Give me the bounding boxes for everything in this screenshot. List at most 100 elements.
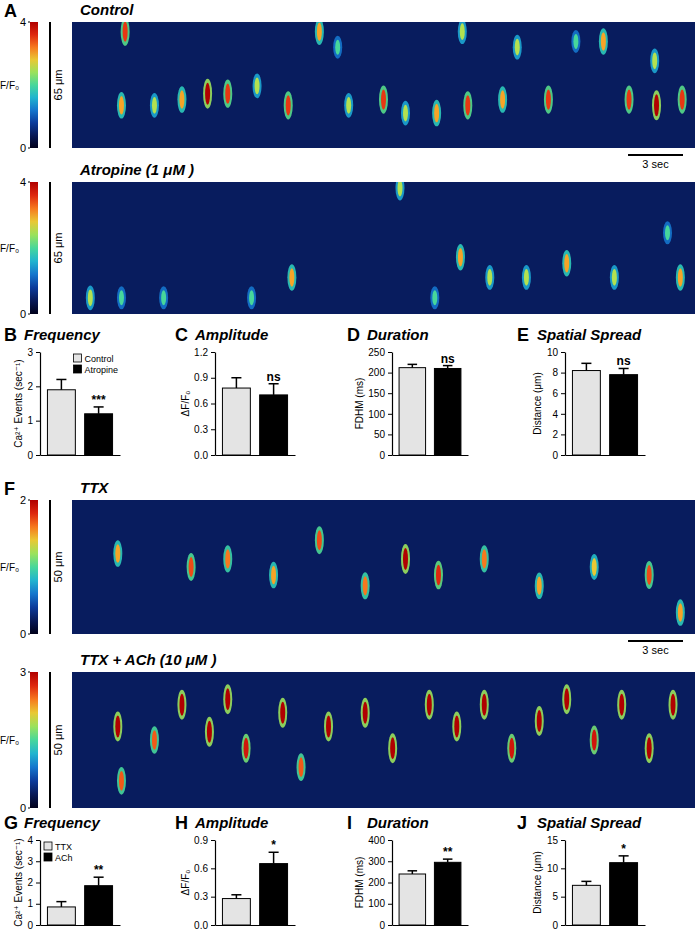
scale-bar-space (49, 22, 51, 148)
event-halo (535, 706, 544, 736)
y-tick: 100 (368, 898, 392, 909)
panel-title: Atropine (1 μM ) (79, 161, 194, 178)
y-tick-mark (36, 421, 40, 422)
event-halo (113, 540, 122, 567)
event (317, 530, 322, 550)
bar-panel: CAmplitudens0.00.30.60.91.2ΔF/F₀ (175, 325, 296, 461)
y-tick-mark (211, 868, 215, 869)
event (189, 557, 194, 577)
panel-title: Control (80, 1, 134, 18)
y-tick: 0.9 (194, 372, 215, 383)
plot: **01234Ca²⁺ Events (sec⁻¹)TTXACh (13, 835, 121, 931)
y-tick-label: 2 (27, 877, 33, 888)
y-tick: 0 (379, 450, 392, 461)
x-axis-line (41, 925, 121, 926)
y-tick: 200 (368, 877, 392, 888)
y-tick-label: 0.3 (194, 891, 208, 902)
event-halo (269, 562, 278, 589)
y-tick-label: 0.9 (194, 835, 208, 846)
event-halo (590, 725, 599, 754)
error-bar (623, 856, 625, 863)
event-halo (333, 36, 342, 59)
scale-bar-time (628, 640, 683, 642)
event-halo (652, 90, 661, 120)
event-halo (562, 684, 571, 714)
colorbar-tick (28, 182, 30, 183)
y-axis-title: FDHM (ms) (354, 378, 365, 430)
event-halo (480, 690, 489, 720)
panel-title: Frequency (24, 326, 101, 343)
y-axis: 0123 (27, 347, 40, 461)
significance: ns (617, 354, 631, 368)
bar (399, 368, 426, 455)
y-tick-label: 4 (27, 835, 33, 846)
event (123, 22, 128, 42)
x-axis-line (566, 455, 646, 456)
event-halo (522, 265, 531, 290)
event-halo (344, 93, 353, 118)
y-tick-mark (388, 840, 392, 841)
y-tick: 0 (27, 920, 40, 931)
panel-label: F (4, 479, 15, 499)
y-tick: 300 (368, 856, 392, 867)
bar (434, 862, 461, 925)
panel-label: J (517, 813, 527, 833)
y-tick-label: 10 (547, 347, 559, 358)
event (509, 738, 514, 759)
event (678, 268, 683, 287)
significance: ** (94, 863, 104, 877)
error-bar (98, 407, 100, 414)
panel-label: G (4, 813, 18, 833)
event (390, 737, 395, 759)
event-halo (315, 526, 324, 554)
y-tick-label: 0 (27, 450, 33, 461)
event-halo (117, 92, 126, 119)
event (225, 84, 230, 104)
y-tick-mark (36, 925, 40, 926)
y-tick-label: 3 (27, 347, 33, 358)
bars (399, 364, 461, 455)
error-cap (408, 870, 418, 872)
colorbar-tick (28, 634, 30, 635)
linescan-panel: AControl04F/F₀65 μm3 sec (0, 1, 695, 170)
event (592, 729, 597, 750)
significance: ** (443, 845, 453, 859)
y-tick-label: 1 (27, 898, 33, 909)
event-halo (645, 733, 654, 763)
y-tick: 2 (27, 381, 40, 392)
bars (222, 852, 287, 925)
event (627, 89, 632, 109)
colorbar-tick-label: 3 (20, 666, 26, 678)
legend-swatch (44, 842, 52, 850)
event-halo (121, 22, 130, 46)
event (152, 97, 157, 114)
y-tick: 1.2 (194, 347, 215, 358)
event-halo (498, 86, 507, 113)
y-axis-line (565, 841, 566, 926)
y-tick-label: 0 (379, 920, 385, 931)
bar-panel: GFrequency**01234Ca²⁺ Events (sec⁻¹)TTXA… (4, 813, 121, 931)
y-tick-label: 0.0 (194, 920, 208, 931)
panel-title: Amplitude (194, 814, 268, 831)
y-axis-title: ΔF/F₀ (180, 391, 191, 417)
linescan-image (72, 500, 695, 634)
error-bar (61, 902, 63, 907)
x-axis (216, 925, 296, 926)
events (113, 684, 677, 794)
y-tick-mark (211, 429, 215, 430)
y-tick-mark (561, 840, 565, 841)
bar-panel: ESpatial Spreadns0246810Distance (μm) (517, 325, 646, 461)
event (546, 89, 551, 109)
legend-label: ACh (55, 853, 73, 863)
event (432, 290, 437, 305)
y-tick-label: 5 (552, 891, 558, 902)
colorbar-tick-label: 0 (20, 628, 26, 640)
y-axis: 051015 (547, 835, 566, 931)
y-tick: 0.0 (194, 450, 215, 461)
x-axis (216, 455, 296, 456)
y-axis: 0.00.30.60.9 (194, 835, 215, 931)
y-axis: 0246810 (547, 347, 566, 461)
event (647, 565, 652, 585)
event (179, 90, 184, 109)
y-tick-mark (561, 352, 565, 353)
